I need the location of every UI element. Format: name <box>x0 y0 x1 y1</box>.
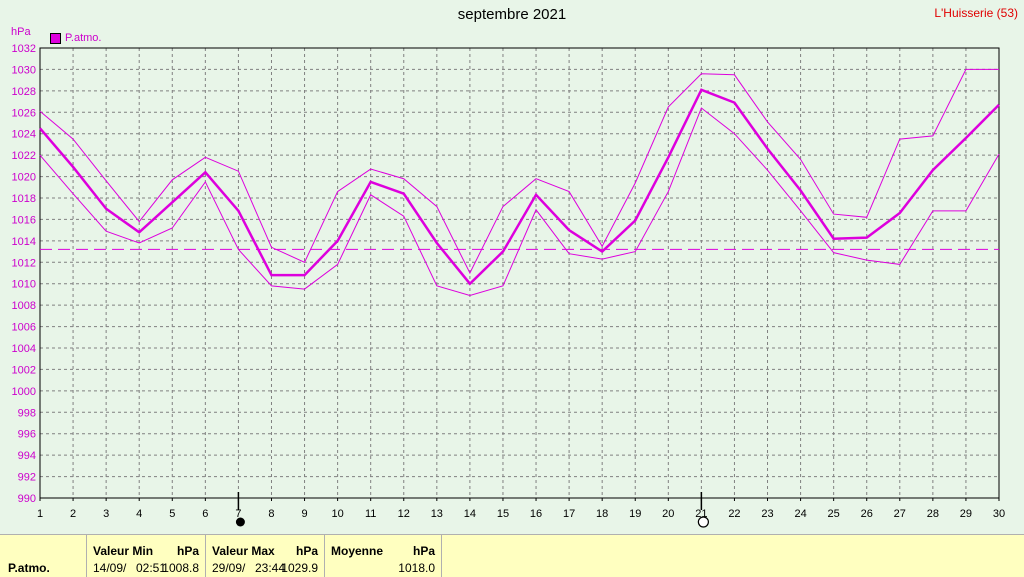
y-tick-label: 1010 <box>12 279 36 291</box>
x-tick-label: 1 <box>37 508 43 520</box>
x-tick-labels: 1 2 3 4 5 6 7 8 9 10 11 12 13 14 15 16 17 18 19 20 21 22 23 24 2… <box>37 498 1005 520</box>
legend-swatch <box>50 32 61 44</box>
x-tick-label: 14 <box>464 508 476 520</box>
mean-unit: hPa <box>412 544 435 558</box>
y-tick-labels: 990 992 994 996 998 1000 1002 1004 1006 1008 1010 1… <box>12 43 36 505</box>
stats-max-cell: Valeur Max hPa 29/09/ 23:44 1029.9 <box>206 535 325 577</box>
x-tick-label: 22 <box>728 508 740 520</box>
stats-mean-cell: Moyenne hPa 1018.0 <box>325 535 442 577</box>
x-tick-label: 29 <box>960 508 972 520</box>
pressure-chart: 9909929949969981000100210041006100810101… <box>12 43 1005 528</box>
min-time: 02:51 <box>136 561 167 575</box>
y-tick-label: 1032 <box>12 43 36 55</box>
x-tick-label: 4 <box>136 508 142 520</box>
x-tick-label: 18 <box>596 508 608 520</box>
y-tick-label: 1002 <box>12 364 36 376</box>
stats-min-cell: Valeur Min hPa 14/09/ 02:51 1008.8 <box>87 535 206 577</box>
y-tick-label: 1016 <box>12 214 36 226</box>
full-moon-icon <box>697 516 709 528</box>
x-tick-label: 13 <box>431 508 443 520</box>
x-tick-label: 11 <box>365 508 376 520</box>
y-tick-label: 998 <box>18 407 36 419</box>
y-tick-label: 1024 <box>12 129 36 141</box>
y-tick-label: 1028 <box>12 86 36 98</box>
x-tick-label: 7 <box>235 508 241 520</box>
series-mean-line <box>39 88 1000 286</box>
moon-phase-markers <box>235 492 709 528</box>
x-tick-label: 16 <box>530 508 542 520</box>
y-tick-label: 1006 <box>12 322 36 334</box>
min-unit: hPa <box>176 544 199 558</box>
stats-table: P.atmo. Valeur Min hPa 14/09/ 02:51 1008… <box>0 534 1024 577</box>
x-tick-label: 9 <box>301 508 307 520</box>
y-tick-label: 990 <box>18 493 36 505</box>
y-axis-unit: hPa <box>11 26 31 38</box>
y-tick-label: 1004 <box>12 343 36 355</box>
y-tick-label: 1030 <box>12 64 36 76</box>
y-tick-label: 994 <box>18 450 36 462</box>
x-tick-label: 12 <box>398 508 410 520</box>
mean-value: 1018.0 <box>398 561 435 575</box>
new-moon-icon <box>235 517 245 527</box>
station-name: L'Huisserie (53) <box>934 6 1018 20</box>
mean-header: Moyenne <box>331 544 384 558</box>
y-tick-label: 1008 <box>12 300 36 312</box>
x-tick-label: 28 <box>927 508 939 520</box>
x-tick-label: 26 <box>861 508 873 520</box>
y-tick-label: 1018 <box>12 193 36 205</box>
y-tick-label: 996 <box>18 429 36 441</box>
x-tick-label: 19 <box>629 508 641 520</box>
series-min-line <box>39 107 1000 297</box>
legend-label: P.atmo. <box>65 32 102 44</box>
y-tick-label: 1022 <box>12 150 36 162</box>
max-value: 1029.9 <box>281 561 318 575</box>
x-tick-label: 6 <box>202 508 208 520</box>
x-tick-label: 25 <box>828 508 840 520</box>
max-unit: hPa <box>295 544 318 558</box>
x-tick-label: 10 <box>331 508 343 520</box>
y-tick-label: 1014 <box>12 236 36 248</box>
x-tick-label: 8 <box>268 508 274 520</box>
max-header: Valeur Max <box>212 544 275 558</box>
y-tick-label: 1000 <box>12 386 36 398</box>
min-header: Valeur Min <box>93 544 154 558</box>
stats-row-label: P.atmo. <box>8 561 50 575</box>
max-date: 29/09/ <box>212 561 246 575</box>
x-tick-label: 15 <box>497 508 509 520</box>
x-tick-label: 24 <box>794 508 806 520</box>
max-time: 23:44 <box>255 561 286 575</box>
x-tick-label: 5 <box>169 508 175 520</box>
y-tick-label: 1020 <box>12 172 36 184</box>
stats-label-cell: P.atmo. <box>0 535 87 577</box>
chart-grid <box>40 48 999 498</box>
x-tick-label: 2 <box>70 508 76 520</box>
legend: P.atmo. <box>50 32 102 44</box>
y-tick-label: 1026 <box>12 107 36 119</box>
plot-frame <box>39 47 1000 499</box>
min-value: 1008.8 <box>162 561 199 575</box>
x-tick-label: 3 <box>103 508 109 520</box>
x-tick-label: 20 <box>662 508 674 520</box>
x-tick-label: 27 <box>894 508 906 520</box>
series-max-line <box>39 68 999 275</box>
y-tick-label: 1012 <box>12 257 36 269</box>
min-date: 14/09/ <box>93 561 127 575</box>
x-tick-label: 30 <box>993 508 1005 520</box>
x-tick-label: 17 <box>563 508 575 520</box>
chart-title: septembre 2021 <box>457 6 567 23</box>
x-tick-label: 23 <box>761 508 773 520</box>
y-tick-label: 992 <box>18 472 36 484</box>
